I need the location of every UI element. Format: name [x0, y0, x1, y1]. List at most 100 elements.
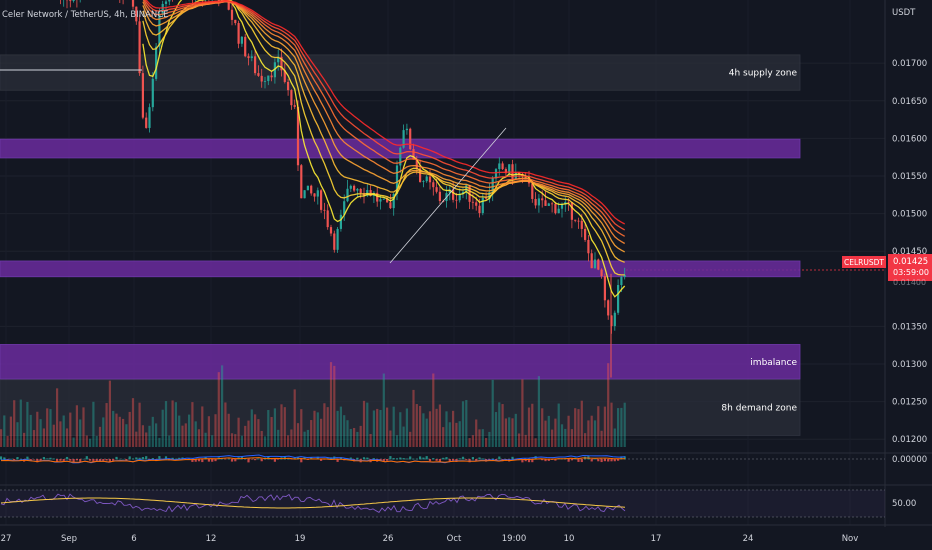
candle[interactable]: [613, 312, 616, 327]
candle[interactable]: [369, 189, 372, 196]
macd-pane[interactable]: 0.00000: [0, 454, 927, 465]
candle[interactable]: [402, 130, 405, 148]
candle[interactable]: [250, 56, 253, 59]
candle[interactable]: [395, 165, 399, 194]
candle[interactable]: [564, 201, 567, 205]
candle[interactable]: [593, 259, 597, 269]
candle[interactable]: [504, 169, 507, 174]
candle[interactable]: [432, 182, 435, 188]
time-axis[interactable]: 27 Sep 6 12 19 26 Oct 19:00 10 17 24 Nov: [0, 527, 932, 550]
candle[interactable]: [382, 198, 385, 200]
candle[interactable]: [603, 276, 606, 301]
candle[interactable]: [544, 200, 547, 206]
candle[interactable]: [234, 19, 237, 24]
candle[interactable]: [313, 193, 316, 197]
candle[interactable]: [455, 199, 458, 201]
candle[interactable]: [607, 300, 610, 316]
candle[interactable]: [547, 203, 550, 206]
candle[interactable]: [310, 185, 313, 194]
candle[interactable]: [405, 128, 408, 131]
candle[interactable]: [296, 106, 300, 166]
candle[interactable]: [227, 0, 230, 10]
candle[interactable]: [478, 205, 481, 214]
candle[interactable]: [560, 204, 564, 209]
candle[interactable]: [623, 274, 626, 277]
candle[interactable]: [131, 0, 135, 7]
candle[interactable]: [600, 269, 603, 277]
candle[interactable]: [554, 203, 557, 214]
candle[interactable]: [306, 185, 309, 191]
candle[interactable]: [422, 181, 425, 182]
candle[interactable]: [534, 198, 537, 206]
candle[interactable]: [531, 183, 534, 199]
candle[interactable]: [290, 90, 293, 106]
candle[interactable]: [141, 73, 144, 118]
candle[interactable]: [303, 190, 306, 199]
candle[interactable]: [267, 75, 270, 82]
candle[interactable]: [138, 21, 141, 74]
candle[interactable]: [557, 208, 560, 214]
candle[interactable]: [438, 191, 441, 202]
candle[interactable]: [498, 163, 501, 170]
candle[interactable]: [244, 36, 247, 57]
candle[interactable]: [379, 199, 382, 202]
candle[interactable]: [69, 0, 72, 2]
candle[interactable]: [541, 198, 544, 201]
candle[interactable]: [145, 117, 148, 128]
candle[interactable]: [488, 192, 491, 199]
candle[interactable]: [287, 81, 290, 91]
candle[interactable]: [240, 36, 243, 44]
candle[interactable]: [471, 201, 474, 203]
candle[interactable]: [412, 149, 415, 160]
candle[interactable]: [320, 190, 323, 210]
candle[interactable]: [524, 176, 527, 179]
trend-line[interactable]: [389, 127, 507, 264]
candle[interactable]: [72, 0, 75, 2]
candle[interactable]: [155, 46, 158, 79]
candle[interactable]: [280, 56, 283, 71]
candle[interactable]: [247, 56, 250, 59]
candle[interactable]: [260, 75, 263, 82]
candle[interactable]: [501, 163, 504, 170]
candle[interactable]: [349, 185, 352, 189]
candle[interactable]: [577, 220, 580, 222]
candle[interactable]: [452, 189, 455, 200]
candle[interactable]: [356, 188, 359, 191]
candle[interactable]: [448, 189, 451, 194]
candle[interactable]: [587, 239, 590, 254]
candle[interactable]: [475, 202, 478, 206]
candle[interactable]: [168, 0, 171, 2]
candle[interactable]: [458, 193, 461, 201]
candle[interactable]: [491, 178, 494, 193]
candle[interactable]: [254, 56, 257, 74]
candle[interactable]: [389, 202, 392, 209]
candle[interactable]: [399, 147, 402, 166]
candle[interactable]: [135, 6, 138, 22]
candle[interactable]: [257, 73, 260, 76]
candle[interactable]: [386, 198, 389, 203]
candle[interactable]: [277, 56, 280, 63]
price-axis[interactable]: 0.01700 0.01650 0.01600 0.01550 0.01500 0.014…: [892, 59, 927, 445]
candle[interactable]: [597, 259, 600, 270]
candle[interactable]: [263, 81, 267, 82]
candle[interactable]: [584, 228, 587, 240]
candle[interactable]: [617, 285, 620, 313]
candle[interactable]: [574, 219, 577, 221]
candle[interactable]: [339, 214, 342, 229]
candle[interactable]: [511, 164, 514, 179]
candle[interactable]: [300, 165, 303, 199]
candle[interactable]: [230, 9, 234, 20]
candle[interactable]: [590, 253, 593, 269]
candle[interactable]: [158, 14, 161, 47]
candle[interactable]: [465, 185, 468, 192]
candle[interactable]: [508, 164, 511, 174]
candle[interactable]: [148, 107, 151, 128]
candle[interactable]: [537, 198, 540, 206]
candle[interactable]: [419, 168, 422, 182]
candle[interactable]: [293, 105, 296, 107]
candle[interactable]: [415, 159, 418, 169]
candle[interactable]: [461, 191, 465, 194]
candle[interactable]: [485, 197, 488, 199]
candle[interactable]: [620, 276, 623, 286]
